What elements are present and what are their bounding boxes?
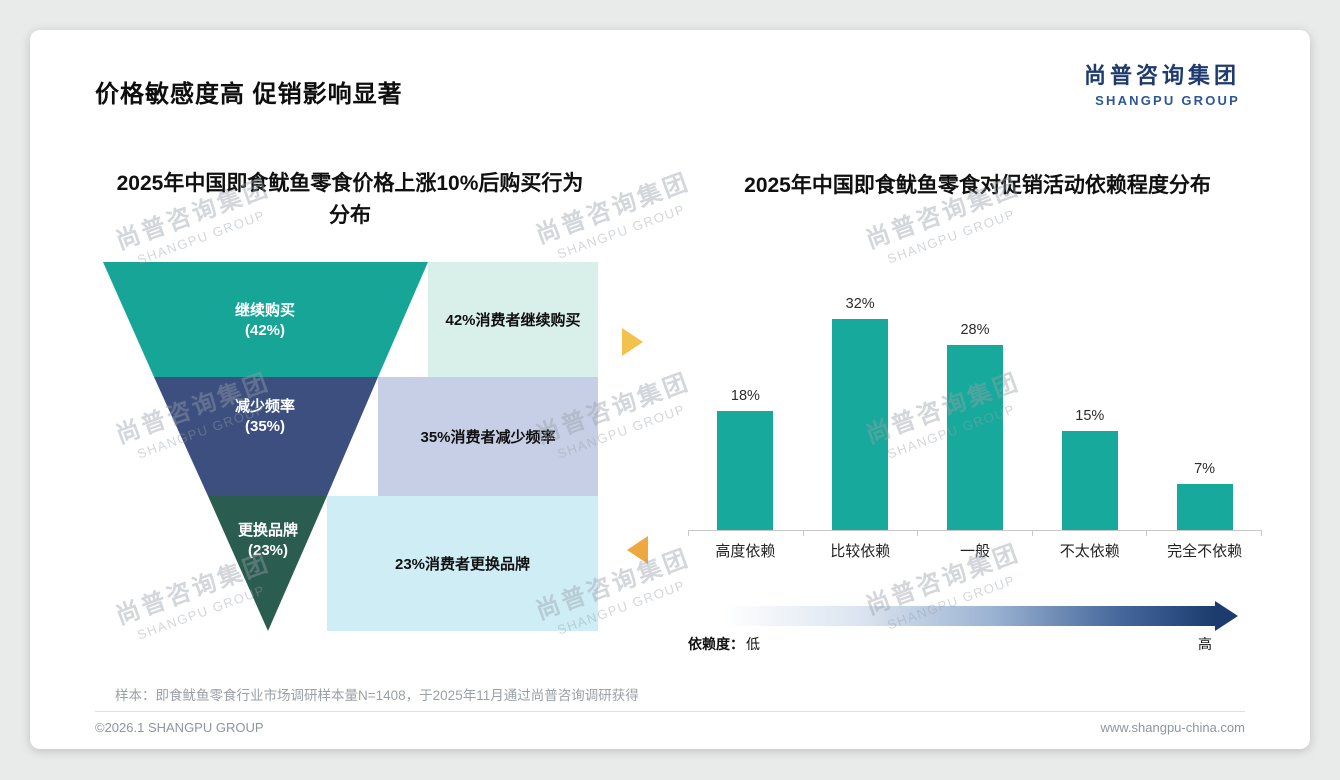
funnel-annotation-box: 42%消费者继续购买 (428, 262, 598, 377)
left-arrow-icon (627, 536, 648, 564)
bar-neutral (946, 345, 1003, 530)
x-axis (688, 530, 1262, 536)
funnel-segment-continue (103, 262, 428, 377)
bar-value-label: 32% (845, 296, 875, 312)
axis-tick (1031, 531, 1033, 536)
axis-tick (1260, 531, 1262, 536)
footer-divider (95, 711, 1245, 712)
company-logo: 尚普咨询集团 SHANGPU GROUP (1084, 58, 1240, 108)
category-label: 不太依赖 (1059, 543, 1120, 560)
dependency-low-label: 低 (746, 636, 760, 652)
category-label: 一般 (959, 543, 990, 560)
bar-value-label: 18% (730, 388, 760, 404)
copyright-text: ©2026.1 SHANGPU GROUP (95, 720, 264, 735)
logo-en-text: SHANGPU GROUP (1095, 93, 1240, 108)
bar-less-dependent (1061, 431, 1118, 530)
dependency-gradient-bar (723, 606, 1215, 626)
axis-tick (1146, 531, 1148, 536)
category-label: 高度依赖 (715, 543, 776, 560)
bar-value-label: 15% (1075, 408, 1105, 424)
gradient-arrowhead-icon (1215, 601, 1238, 631)
right-arrow-icon (622, 328, 643, 356)
bar-value-label: 28% (960, 322, 990, 338)
axis-tick (688, 531, 689, 536)
axis-tick (802, 531, 804, 536)
bar-column: 18% (688, 285, 803, 530)
bar-not-dependent (1176, 484, 1233, 530)
funnel-chart-title: 2025年中国即食鱿鱼零食价格上涨10%后购买行为 分布 (65, 168, 635, 232)
sample-footnote: 样本：即食鱿鱼零食行业市场调研样本量N=1408，于2025年11月通过尚普咨询… (115, 688, 639, 703)
funnel-annotation-box: 23%消费者更换品牌 (327, 496, 598, 631)
category-label: 比较依赖 (830, 543, 891, 560)
slide-card: 价格敏感度高 促销影响显著 尚普咨询集团 SHANGPU GROUP 2025年… (30, 30, 1310, 749)
funnel-segment-label: 更换品牌 (23%) (237, 522, 298, 559)
bar-column: 7% (1147, 285, 1262, 530)
bar-chart: 18% 32% 28% 15% 7% (688, 285, 1262, 530)
funnel-segment-label: 减少频率 (35%) (234, 398, 295, 435)
funnel-chart-title-line2: 分布 (329, 204, 371, 227)
bar-high-dependency (717, 411, 774, 530)
x-axis-labels: 高度依赖 比较依赖 一般 不太依赖 完全不依赖 (688, 540, 1262, 561)
funnel-segment-label: 继续购买 (42%) (234, 302, 295, 339)
page-title: 价格敏感度高 促销影响显著 (95, 81, 403, 108)
axis-tick (917, 531, 919, 536)
bar-column: 32% (803, 285, 918, 530)
dependency-axis-label: 依赖度： (688, 636, 744, 652)
website-url: www.shangpu-china.com (1100, 720, 1245, 735)
funnel-chart-title-line1: 2025年中国即食鱿鱼零食价格上涨10%后购买行为 (116, 172, 584, 195)
funnel-annotation-box: 35%消费者减少频率 (378, 377, 598, 496)
category-label: 完全不依赖 (1167, 543, 1243, 560)
bar-chart-title: 2025年中国即食鱿鱼零食对促销活动依赖程度分布 (744, 174, 1211, 197)
bar-column: 15% (1032, 285, 1147, 530)
bar-column: 28% (918, 285, 1033, 530)
funnel-chart: 继续购买 (42%) 减少频率 (35%) 更换品牌 (23%) 42%消费者继… (95, 255, 605, 635)
dependency-high-label: 高 (1198, 636, 1212, 652)
bar-value-label: 7% (1194, 461, 1216, 477)
bar-fairly-dependent (832, 319, 889, 530)
logo-cn-text: 尚普咨询集团 (1083, 63, 1240, 88)
